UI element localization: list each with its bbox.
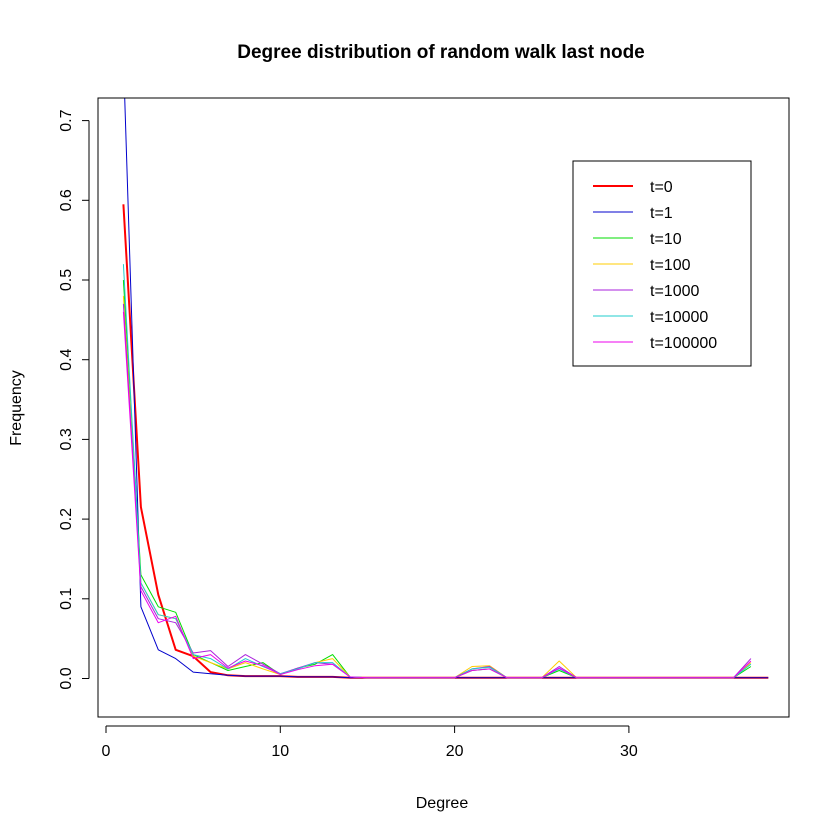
x-tick-label-3: 30 <box>620 743 638 760</box>
legend-label-5: t=10000 <box>650 309 708 326</box>
series-line-1 <box>124 98 769 679</box>
y-tick-label-4: 0.4 <box>58 348 75 370</box>
x-tick-label-0: 0 <box>102 743 111 760</box>
legend-label-3: t=100 <box>650 257 691 274</box>
series-line-6 <box>122 311 752 679</box>
plot-lines <box>122 98 769 679</box>
legend-label-1: t=1 <box>650 205 673 222</box>
legend: t=0 t=1 t=10 t=100 t=1000 t=10000 t=100000 <box>572 160 752 367</box>
y-axis-label: Frequency <box>8 370 25 446</box>
series-line-3 <box>122 295 752 679</box>
x-axis: 0 10 20 30 <box>102 725 638 760</box>
y-axis: 0.0 0.1 0.2 0.3 0.4 0.5 0.6 0.7 <box>58 109 90 690</box>
legend-label-0: t=0 <box>650 179 673 196</box>
legend-label-6: t=100000 <box>650 335 717 352</box>
legend-label-4: t=1000 <box>650 283 699 300</box>
x-axis-label: Degree <box>416 795 469 812</box>
y-tick-label-5: 0.5 <box>58 269 75 291</box>
legend-label-2: t=10 <box>650 231 682 248</box>
y-tick-label-0: 0.0 <box>58 667 75 689</box>
x-tick-label-2: 20 <box>446 743 464 760</box>
y-tick-label-1: 0.1 <box>58 588 75 610</box>
x-tick-label-1: 10 <box>271 743 289 760</box>
y-tick-label-7: 0.7 <box>58 109 75 131</box>
y-tick-label-6: 0.6 <box>58 189 75 211</box>
plot-area <box>97 97 790 718</box>
y-tick-label-3: 0.3 <box>58 428 75 450</box>
y-tick-label-2: 0.2 <box>58 508 75 530</box>
chart-title: Degree distribution of random walk last … <box>237 42 645 63</box>
